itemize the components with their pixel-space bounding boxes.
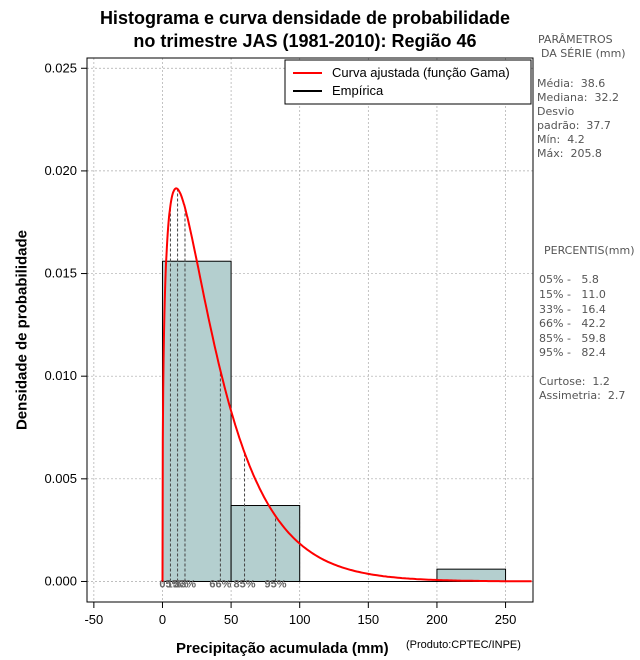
y-tick-label: 0.000 bbox=[44, 573, 77, 588]
percentile-label: 66% bbox=[209, 578, 231, 590]
plot-area bbox=[87, 58, 533, 602]
x-tick-label: 50 bbox=[224, 612, 238, 627]
percentil-95: 95% - 82.4 bbox=[539, 346, 606, 359]
x-tick-label: 150 bbox=[357, 612, 379, 627]
histogram-bar bbox=[230, 505, 301, 582]
percentil-85: 85% - 59.8 bbox=[539, 332, 606, 345]
curtose: Curtose: 1.2 bbox=[539, 375, 610, 388]
y-tick-label: 0.020 bbox=[44, 163, 77, 178]
chart-title-line1: Histograma e curva densidade de probabil… bbox=[99, 8, 511, 28]
percentil-33: 33% - 16.4 bbox=[539, 303, 606, 316]
histogram-bars bbox=[161, 260, 507, 582]
percentile-label: 95% bbox=[265, 578, 287, 590]
param-max: Máx: 205.8 bbox=[537, 147, 602, 160]
x-tick-label: 250 bbox=[495, 612, 517, 627]
percentile-label: 15% bbox=[167, 578, 189, 590]
param-desvio-line2: padrão: 37.7 bbox=[537, 119, 611, 132]
legend-label-empirical: Empírica bbox=[332, 83, 384, 98]
y-tick-label: 0.010 bbox=[44, 368, 77, 383]
y-tick-label: 0.025 bbox=[44, 60, 77, 75]
param-mediana: Mediana: 32.2 bbox=[537, 91, 619, 104]
param-media: Média: 38.6 bbox=[537, 77, 606, 90]
x-tick-label: 200 bbox=[426, 612, 448, 627]
assimetria: Assimetria: 2.7 bbox=[539, 389, 626, 402]
axes: -50 0 50 100 150 200 250 0.000 0.005 0.010 0.015 0.… bbox=[44, 60, 516, 627]
params-heading1: PARÂMETROS bbox=[538, 33, 613, 46]
percentile-label: 33% bbox=[174, 578, 196, 590]
param-min: Mín: 4.2 bbox=[537, 133, 585, 146]
legend-label-curve: Curva ajustada (função Gama) bbox=[332, 65, 510, 80]
legend-box bbox=[284, 59, 532, 105]
x-axis-label: Precipitação acumulada (mm) bbox=[176, 640, 389, 657]
percentis-heading: PERCENTIS(mm) bbox=[544, 244, 635, 257]
percentile-label: 85% bbox=[234, 578, 256, 590]
gamma-curve bbox=[161, 187, 532, 583]
x-tick-label: 100 bbox=[289, 612, 311, 627]
y-tick-label: 0.005 bbox=[44, 471, 77, 486]
percentile-label: 05% bbox=[159, 578, 181, 590]
param-desvio-line1: Desvio bbox=[537, 105, 575, 118]
params-heading2: DA SÉRIE (mm) bbox=[541, 47, 626, 60]
credit-text: (Produto:CPTEC/INPE) bbox=[406, 639, 521, 651]
y-axis-label: Densidade de probabilidade bbox=[13, 229, 31, 431]
x-tick-label: 0 bbox=[159, 612, 166, 627]
legend: Curva ajustada (função Gama) Empírica bbox=[284, 59, 532, 105]
percentile-markers: 05%15%33% 66% 85% 95% bbox=[159, 189, 287, 590]
percentil-66: 66% - 42.2 bbox=[539, 317, 606, 330]
y-tick-label: 0.015 bbox=[44, 266, 77, 281]
percentil-15: 15% - 11.0 bbox=[539, 288, 606, 301]
chart-title-line2: no trimestre JAS (1981-2010): Região 46 bbox=[133, 31, 477, 51]
x-tick-label: -50 bbox=[84, 612, 103, 627]
percentil-05: 05% - 5.8 bbox=[539, 273, 599, 286]
histogram-bar bbox=[161, 260, 232, 582]
